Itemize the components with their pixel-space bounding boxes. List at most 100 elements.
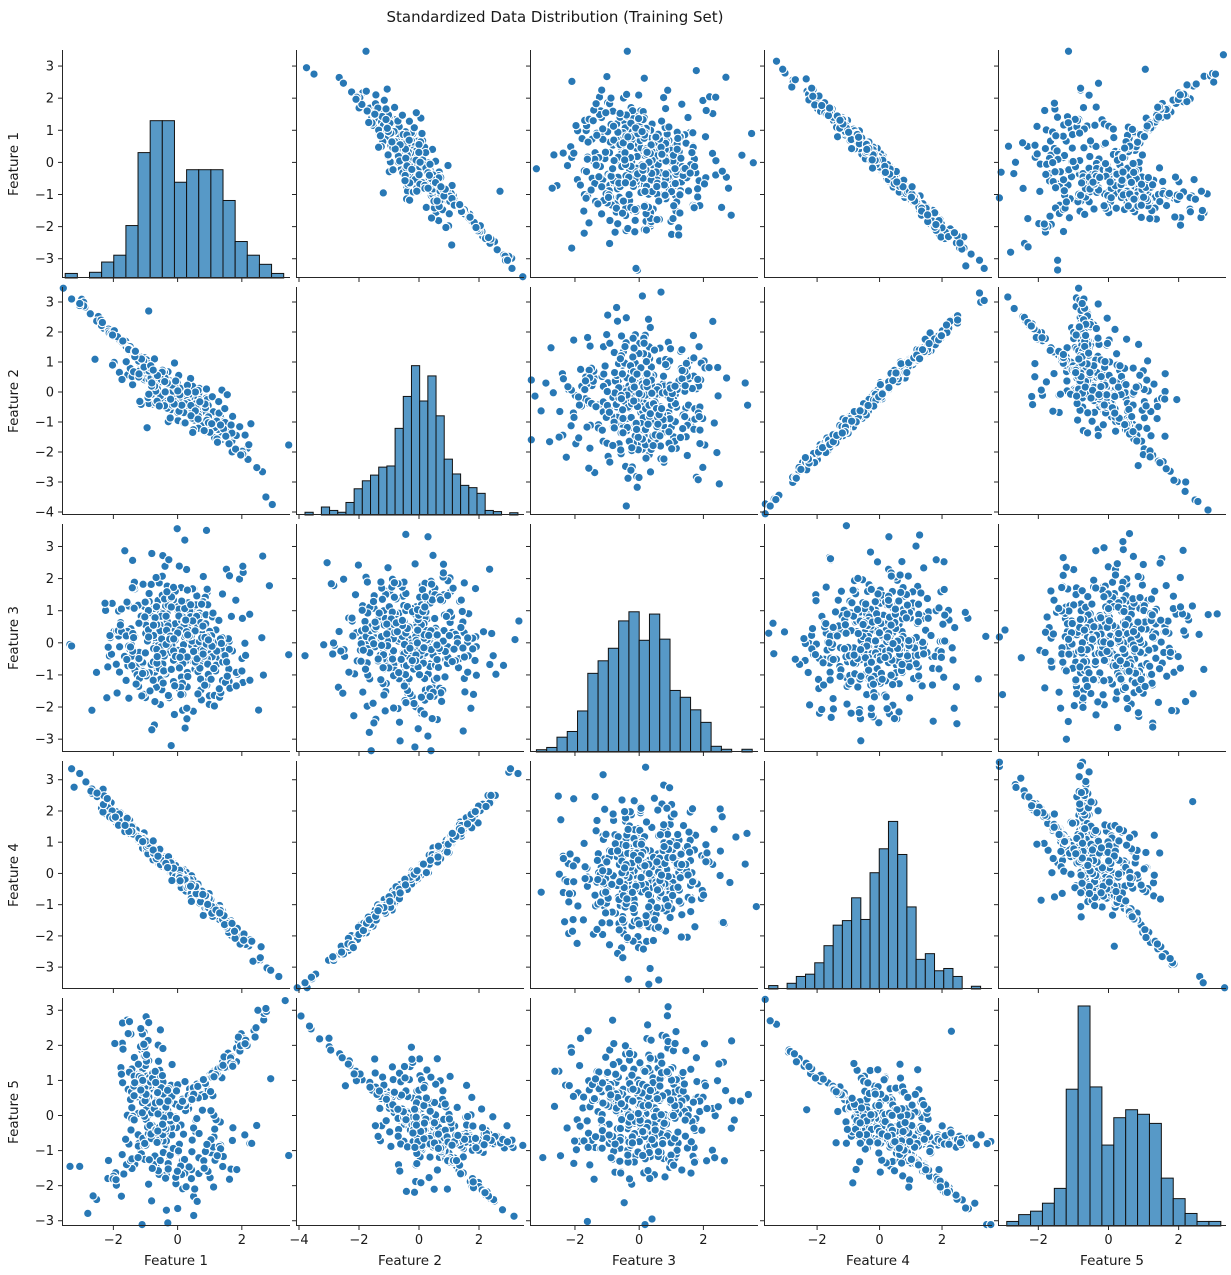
scatter-points [1003, 283, 1213, 515]
data-point [144, 389, 154, 399]
data-point [673, 230, 684, 240]
data-point [675, 432, 686, 443]
data-point [660, 359, 671, 370]
data-point [1193, 496, 1203, 507]
data-point [174, 561, 185, 571]
data-point [226, 611, 237, 622]
data-point [518, 271, 528, 282]
data-point [828, 704, 839, 714]
data-point [1133, 339, 1144, 350]
data-point [1139, 131, 1150, 142]
data-point [413, 723, 423, 734]
data-point [457, 606, 468, 617]
data-point [596, 209, 607, 219]
data-point [913, 599, 924, 610]
data-point [438, 568, 449, 578]
hist-bar [587, 672, 599, 753]
data-point [675, 190, 685, 200]
data-point [1048, 406, 1058, 416]
data-point [349, 710, 359, 721]
data-point [634, 388, 644, 399]
data-point [146, 579, 156, 590]
data-point [459, 578, 470, 588]
data-point [456, 595, 467, 605]
data-point [409, 122, 420, 133]
data-point [679, 411, 690, 422]
data-point [582, 422, 592, 432]
data-point [894, 707, 904, 717]
data-point [617, 369, 628, 379]
panel-feature1-vs-feature3 [526, 46, 759, 282]
data-point [456, 622, 466, 633]
data-point [162, 587, 172, 597]
data-point [125, 642, 136, 652]
data-point [580, 376, 591, 386]
data-point [947, 643, 957, 653]
data-point [358, 687, 368, 697]
data-point [936, 330, 947, 341]
data-point [193, 414, 203, 424]
data-point [821, 582, 831, 592]
data-point [939, 557, 949, 567]
data-point [591, 401, 601, 412]
data-point [353, 560, 364, 570]
data-point [374, 608, 384, 618]
data-point [1170, 172, 1181, 182]
data-point [828, 693, 838, 704]
data-point [283, 649, 294, 660]
y-tick-label: 1 [46, 356, 54, 371]
data-point [168, 634, 179, 644]
panel-feature1-vs-feature5 [994, 46, 1229, 282]
data-point [172, 523, 182, 534]
data-point [567, 76, 577, 87]
data-point [619, 155, 630, 165]
scatter-points [531, 46, 759, 275]
data-point [158, 666, 169, 676]
data-point [618, 196, 629, 206]
data-point [530, 391, 540, 401]
data-point [847, 598, 857, 608]
data-point [444, 209, 455, 219]
scatter-points [771, 56, 989, 274]
data-point [117, 374, 127, 385]
data-point [158, 678, 168, 688]
data-point [922, 210, 933, 220]
data-point [137, 691, 147, 701]
hist-bar [648, 613, 661, 753]
data-point [600, 361, 610, 371]
data-point [426, 745, 436, 756]
data-point [111, 659, 122, 670]
data-point [1108, 376, 1118, 386]
data-point [914, 530, 925, 540]
hist-bar [679, 696, 692, 753]
data-point [693, 374, 703, 385]
data-point [955, 238, 965, 248]
data-point [689, 161, 700, 172]
data-point [1118, 167, 1128, 177]
scatter-points [526, 287, 753, 511]
scatter-points [994, 46, 1229, 275]
data-point [173, 386, 183, 396]
data-point [884, 382, 894, 393]
data-point [253, 705, 264, 715]
data-point [902, 367, 912, 378]
data-point [1189, 174, 1199, 185]
data-point [687, 147, 697, 158]
data-point [591, 160, 601, 171]
data-point [698, 462, 708, 473]
hist-bar [246, 254, 260, 279]
data-point [432, 640, 442, 650]
hist-bar [669, 689, 681, 753]
data-point [368, 698, 378, 709]
data-point [122, 597, 132, 607]
data-point [1106, 192, 1116, 203]
data-point [112, 688, 122, 698]
data-point [600, 147, 611, 157]
data-point [382, 629, 392, 639]
data-point [585, 443, 595, 453]
data-point [190, 387, 201, 397]
data-point [142, 422, 152, 433]
data-point [645, 467, 656, 477]
data-point [852, 604, 863, 615]
scatter-points [763, 520, 991, 746]
